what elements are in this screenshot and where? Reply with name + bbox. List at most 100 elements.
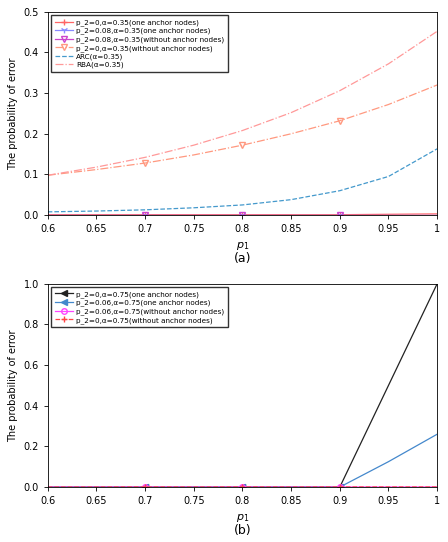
- p_2=0.08,α=0.35(without anchor nodes): [435, 211, 440, 218]
- p_2=0.08,α=0.35(one anchor nodes): [386, 211, 391, 218]
- ARC(α=0.35): [45, 209, 51, 215]
- p_2=0,α=0.75(one anchor nodes): [191, 484, 197, 491]
- RBA(α=0.35): [435, 28, 440, 35]
- p_2=0,α=0.75(without anchor nodes): [386, 483, 391, 490]
- p_2=0.06,α=0.75(one anchor nodes): [142, 484, 148, 491]
- p_2=0,α=0.75(one anchor nodes): [45, 484, 51, 491]
- Line: p_2=0,α=0.35(one anchor nodes): p_2=0,α=0.35(one anchor nodes): [44, 210, 441, 218]
- p_2=0,α=0.35(one anchor nodes): [45, 211, 51, 218]
- p_2=0.06,α=0.75(without anchor nodes): [45, 484, 51, 491]
- p_2=0,α=0.35(without anchor nodes): [240, 142, 245, 149]
- Y-axis label: The probability of error: The probability of error: [8, 57, 18, 170]
- p_2=0,α=0.75(without anchor nodes): [289, 484, 294, 491]
- p_2=0,α=0.75(without anchor nodes): [45, 484, 51, 491]
- p_2=0.08,α=0.35(one anchor nodes): [337, 211, 342, 218]
- p_2=0,α=0.35(one anchor nodes): [191, 211, 197, 218]
- Line: p_2=0.08,α=0.35(without anchor nodes): p_2=0.08,α=0.35(without anchor nodes): [45, 212, 440, 217]
- p_2=0,α=0.75(one anchor nodes): [337, 484, 342, 491]
- p_2=0,α=0.75(without anchor nodes): [94, 484, 99, 491]
- Line: p_2=0.06,α=0.75(one anchor nodes): p_2=0.06,α=0.75(one anchor nodes): [45, 431, 440, 490]
- p_2=0,α=0.35(without anchor nodes): [289, 131, 294, 137]
- RBA(α=0.35): [337, 87, 342, 94]
- p_2=0.06,α=0.75(without anchor nodes): [142, 483, 148, 490]
- p_2=0,α=0.35(without anchor nodes): [45, 172, 51, 178]
- p_2=0.06,α=0.75(without anchor nodes): [386, 483, 391, 490]
- p_2=0.08,α=0.35(without anchor nodes): [386, 211, 391, 218]
- p_2=0,α=0.75(one anchor nodes): [240, 484, 245, 491]
- p_2=0.06,α=0.75(without anchor nodes): [289, 484, 294, 491]
- RBA(α=0.35): [45, 172, 51, 178]
- RBA(α=0.35): [191, 142, 197, 149]
- Line: p_2=0.08,α=0.35(one anchor nodes): p_2=0.08,α=0.35(one anchor nodes): [44, 211, 441, 218]
- Line: p_2=0,α=0.75(one anchor nodes): p_2=0,α=0.75(one anchor nodes): [45, 281, 440, 490]
- p_2=0.08,α=0.35(one anchor nodes): [191, 211, 197, 218]
- p_2=0.08,α=0.35(without anchor nodes): [337, 211, 342, 218]
- Y-axis label: The probability of error: The probability of error: [8, 329, 18, 442]
- p_2=0.08,α=0.35(one anchor nodes): [45, 211, 51, 218]
- p_2=0.06,α=0.75(without anchor nodes): [337, 483, 342, 490]
- ARC(α=0.35): [94, 208, 99, 214]
- p_2=0,α=0.75(without anchor nodes): [191, 484, 197, 491]
- p_2=0.06,α=0.75(one anchor nodes): [337, 484, 342, 491]
- p_2=0,α=0.35(without anchor nodes): [191, 152, 197, 158]
- p_2=0,α=0.75(one anchor nodes): [386, 382, 391, 389]
- X-axis label: $p_1$: $p_1$: [236, 240, 249, 251]
- RBA(α=0.35): [94, 164, 99, 170]
- p_2=0.08,α=0.35(one anchor nodes): [289, 211, 294, 218]
- p_2=0,α=0.75(one anchor nodes): [435, 281, 440, 287]
- ARC(α=0.35): [337, 188, 342, 194]
- p_2=0,α=0.35(one anchor nodes): [240, 211, 245, 218]
- Line: p_2=0.06,α=0.75(without anchor nodes): p_2=0.06,α=0.75(without anchor nodes): [45, 484, 440, 490]
- p_2=0,α=0.35(without anchor nodes): [435, 82, 440, 88]
- Line: p_2=0,α=0.75(without anchor nodes): p_2=0,α=0.75(without anchor nodes): [44, 483, 441, 491]
- p_2=0,α=0.35(without anchor nodes): [386, 101, 391, 108]
- p_2=0,α=0.75(without anchor nodes): [435, 483, 440, 490]
- ARC(α=0.35): [435, 146, 440, 152]
- p_2=0,α=0.75(one anchor nodes): [142, 484, 148, 491]
- p_2=0,α=0.75(one anchor nodes): [94, 484, 99, 491]
- p_2=0.08,α=0.35(without anchor nodes): [191, 211, 197, 218]
- RBA(α=0.35): [142, 154, 148, 160]
- p_2=0.06,α=0.75(one anchor nodes): [289, 484, 294, 491]
- p_2=0.06,α=0.75(one anchor nodes): [435, 431, 440, 437]
- ARC(α=0.35): [386, 173, 391, 180]
- Text: (a): (a): [234, 251, 251, 264]
- p_2=0,α=0.35(one anchor nodes): [142, 211, 148, 218]
- p_2=0.06,α=0.75(without anchor nodes): [435, 483, 440, 490]
- p_2=0,α=0.35(one anchor nodes): [289, 211, 294, 218]
- p_2=0.08,α=0.35(without anchor nodes): [289, 211, 294, 218]
- X-axis label: $p_1$: $p_1$: [236, 512, 249, 524]
- p_2=0,α=0.35(without anchor nodes): [337, 118, 342, 124]
- p_2=0.08,α=0.35(without anchor nodes): [45, 211, 51, 218]
- p_2=0.06,α=0.75(without anchor nodes): [240, 483, 245, 490]
- p_2=0,α=0.35(without anchor nodes): [142, 160, 148, 166]
- p_2=0.08,α=0.35(without anchor nodes): [142, 211, 148, 218]
- p_2=0,α=0.75(without anchor nodes): [142, 483, 148, 490]
- p_2=0.08,α=0.35(one anchor nodes): [142, 211, 148, 218]
- p_2=0,α=0.35(without anchor nodes): [94, 166, 99, 173]
- p_2=0,α=0.75(one anchor nodes): [289, 484, 294, 491]
- ARC(α=0.35): [240, 202, 245, 208]
- Legend: p_2=0,α=0.75(one anchor nodes), p_2=0.06,α=0.75(one anchor nodes), p_2=0.06,α=0.: p_2=0,α=0.75(one anchor nodes), p_2=0.06…: [52, 287, 228, 327]
- p_2=0,α=0.35(one anchor nodes): [94, 211, 99, 218]
- p_2=0.08,α=0.35(one anchor nodes): [240, 211, 245, 218]
- Line: ARC(α=0.35): ARC(α=0.35): [48, 149, 437, 212]
- p_2=0,α=0.75(without anchor nodes): [240, 483, 245, 490]
- Legend: p_2=0,α=0.35(one anchor nodes), p_2=0.08,α=0.35(one anchor nodes), p_2=0.08,α=0.: p_2=0,α=0.35(one anchor nodes), p_2=0.08…: [52, 15, 228, 72]
- p_2=0,α=0.35(one anchor nodes): [386, 211, 391, 217]
- p_2=0.08,α=0.35(without anchor nodes): [240, 211, 245, 218]
- RBA(α=0.35): [289, 109, 294, 116]
- ARC(α=0.35): [142, 207, 148, 213]
- RBA(α=0.35): [240, 127, 245, 134]
- p_2=0,α=0.35(one anchor nodes): [435, 211, 440, 217]
- p_2=0.06,α=0.75(without anchor nodes): [94, 484, 99, 491]
- p_2=0.08,α=0.35(one anchor nodes): [94, 211, 99, 218]
- RBA(α=0.35): [386, 61, 391, 67]
- p_2=0.06,α=0.75(one anchor nodes): [94, 484, 99, 491]
- p_2=0,α=0.75(without anchor nodes): [337, 483, 342, 490]
- p_2=0.06,α=0.75(without anchor nodes): [191, 484, 197, 491]
- p_2=0.06,α=0.75(one anchor nodes): [386, 459, 391, 465]
- ARC(α=0.35): [289, 196, 294, 203]
- p_2=0.06,α=0.75(one anchor nodes): [240, 484, 245, 491]
- p_2=0.08,α=0.35(without anchor nodes): [94, 211, 99, 218]
